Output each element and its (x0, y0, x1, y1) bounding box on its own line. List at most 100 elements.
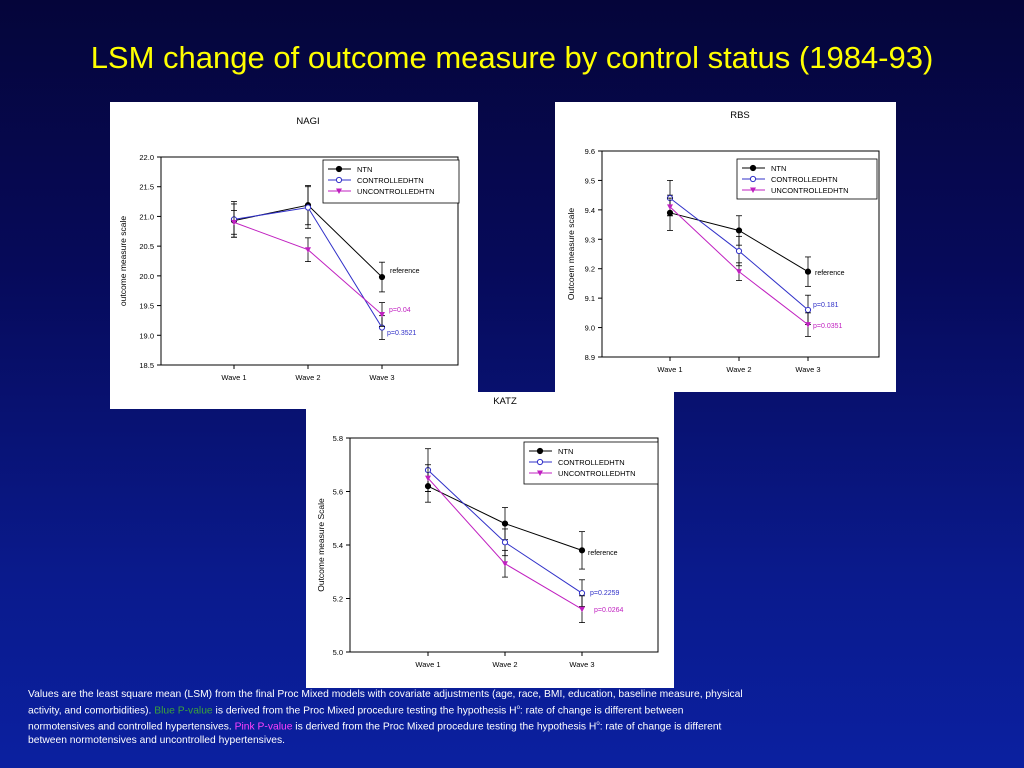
katz-xtick-label: Wave 3 (569, 660, 594, 669)
nagi-ytick-label: 20.5 (139, 242, 154, 251)
rbs-annotation: p=0.181 (813, 302, 839, 309)
rbs-legend-label: NTN (771, 164, 786, 173)
nagi-legend-marker (335, 176, 343, 184)
nagi-legend-marker (336, 188, 342, 194)
katz-ytick-label: 5.4 (333, 541, 343, 550)
chart-panel-nagi: NAGI 22.0 21.5 21.0 20.5 20.0 19.5 19.0 18.5 Wave… (110, 102, 478, 409)
rbs-ytick-label: 9.1 (585, 294, 595, 303)
footnote-text-5: : rate of change is different between no… (28, 721, 722, 746)
rbs-xtick-label: Wave 1 (657, 365, 682, 374)
katz-point-controlledhtn (501, 539, 509, 546)
nagi-ytick-label: 19.5 (139, 302, 154, 311)
nagi-legend-label: NTN (357, 165, 372, 174)
nagi-point-controlledhtn (304, 204, 312, 211)
footnote-sup-1: o (516, 704, 520, 711)
rbs-point-uncontrolledhtn (805, 322, 811, 328)
rbs-legend-marker (749, 175, 757, 183)
rbs-ytick-label: 9.0 (585, 324, 595, 333)
katz-chart-title: KATZ (493, 396, 517, 407)
rbs-annotation: p=0.0351 (813, 323, 842, 330)
katz-point-controlledhtn (578, 590, 586, 597)
nagi-series-line-uncontrolledhtn (233, 221, 383, 315)
rbs-chart-svg: RBS 9.6 9.5 9.4 9.3 9.2 9.1 9.0 8.9 Wave 1 Wave 2 W… (566, 110, 880, 374)
nagi-xtick-label: Wave 1 (221, 373, 246, 382)
rbs-point-uncontrolledhtn (736, 269, 742, 275)
nagi-ylabel: outcome measure scale (118, 216, 128, 307)
katz-xtick-label: Wave 1 (415, 660, 440, 669)
rbs-plot-frame (601, 150, 880, 358)
nagi-ytick-label: 21.0 (139, 212, 154, 221)
footnote-text-2: is derived from the Proc Mixed procedure… (212, 705, 517, 717)
rbs-xtick-label: Wave 2 (726, 365, 751, 374)
katz-point-uncontrolledhtn (502, 561, 508, 567)
katz-legend-label: NTN (558, 447, 573, 456)
nagi-chart-title: NAGI (296, 116, 319, 127)
nagi-ytick-label: 22.0 (139, 153, 154, 162)
katz-legend-box (523, 441, 659, 485)
slide-title: LSM change of outcome measure by control… (90, 40, 934, 75)
footnote-text-4: is derived from the Proc Mixed procedure… (292, 721, 597, 733)
katz-ytick-label: 5.2 (333, 595, 343, 604)
rbs-ytick-label: 8.9 (585, 353, 595, 362)
footnote: Values are the least square mean (LSM) f… (28, 688, 748, 747)
katz-ytick-label: 5.0 (333, 648, 343, 657)
rbs-point-ntn (804, 268, 812, 275)
katz-legend-label: CONTROLLEDHTN (558, 458, 625, 467)
nagi-legend-label: CONTROLLEDHTN (357, 176, 424, 185)
rbs-point-controlledhtn (804, 306, 812, 314)
rbs-ytick-label: 9.5 (585, 176, 595, 185)
rbs-annotation: reference (815, 270, 845, 277)
footnote-sup-2: o (596, 720, 600, 727)
nagi-point-uncontrolledhtn (305, 247, 311, 253)
katz-annotation: p=0.2259 (590, 590, 619, 597)
nagi-legend-marker (335, 165, 343, 173)
nagi-ytick-label: 19.0 (139, 331, 154, 340)
katz-legend-label: UNCONTROLLEDHTN (558, 469, 636, 478)
footnote-text-3: : rate of change is different between no… (28, 705, 684, 733)
katz-ytick-label: 5.6 (333, 488, 343, 497)
chart-panel-katz: KATZ 5.8 5.6 5.4 5.2 5.0 Wave 1 Wave 2 Wave 3 Out… (306, 392, 674, 688)
nagi-chart-svg: NAGI 22.0 21.5 21.0 20.5 20.0 19.5 19.0 18.5 Wave… (118, 116, 460, 382)
rbs-legend-label: UNCONTROLLEDHTN (771, 186, 849, 195)
katz-point-uncontrolledhtn (425, 475, 431, 482)
katz-legend-marker (536, 458, 544, 466)
nagi-ytick-label: 20.0 (139, 272, 154, 281)
rbs-point-ntn (735, 227, 743, 234)
rbs-xtick-label: Wave 3 (795, 365, 820, 374)
footnote-text-1: Values are the least square mean (LSM) f… (28, 689, 743, 717)
nagi-annotation: reference (390, 268, 420, 275)
nagi-point-uncontrolledhtn (379, 311, 385, 318)
katz-ylabel: Outcome measure Scale (316, 498, 326, 592)
katz-annotation: reference (588, 550, 618, 557)
nagi-xtick-label: Wave 3 (369, 373, 394, 382)
katz-point-uncontrolledhtn (579, 606, 585, 613)
rbs-ytick-label: 9.3 (585, 235, 595, 244)
rbs-chart-title: RBS (730, 110, 750, 121)
nagi-ytick-label: 21.5 (139, 183, 154, 192)
katz-legend-marker (537, 470, 543, 476)
nagi-annotation: p=0.04 (389, 307, 411, 314)
katz-xtick-label: Wave 2 (492, 660, 517, 669)
rbs-legend-label: CONTROLLEDHTN (771, 175, 838, 184)
footnote-blue-label: Blue P-value (154, 705, 213, 717)
rbs-ytick-label: 9.2 (585, 265, 595, 274)
rbs-point-controlledhtn (735, 247, 743, 255)
rbs-point-uncontrolledhtn (667, 204, 673, 210)
nagi-point-ntn (378, 273, 386, 281)
chart-panel-rbs: RBS 9.6 9.5 9.4 9.3 9.2 9.1 9.0 8.9 Wave 1 Wave 2 W… (555, 102, 896, 392)
katz-ytick-label: 5.8 (333, 434, 343, 443)
katz-point-ntn (578, 547, 586, 554)
nagi-point-uncontrolledhtn (231, 219, 237, 226)
katz-chart-svg: KATZ 5.8 5.6 5.4 5.2 5.0 Wave 1 Wave 2 Wave 3 Out… (316, 396, 659, 669)
katz-point-ntn (501, 520, 509, 527)
katz-annotation: p=0.0264 (594, 607, 623, 614)
nagi-ytick-label: 18.5 (139, 361, 154, 370)
rbs-ylabel: Outcoem measure scale (566, 208, 576, 300)
nagi-xtick-label: Wave 2 (295, 373, 320, 382)
rbs-legend-marker (750, 187, 756, 193)
nagi-annotation: p=0.3521 (387, 330, 416, 337)
nagi-legend-label: UNCONTROLLEDHTN (357, 187, 435, 196)
footnote-pink-label: Pink P-value (234, 721, 293, 733)
nagi-plot-frame (160, 156, 459, 366)
rbs-legend-marker (749, 164, 757, 172)
